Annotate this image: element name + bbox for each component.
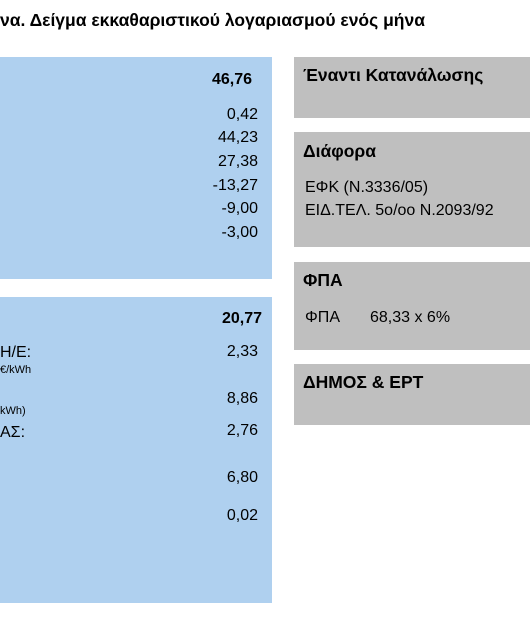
consumption-estimate-heading: Έναντι Κατανάλωσης xyxy=(303,65,484,85)
consumption-value-1: 0,42 xyxy=(226,106,258,123)
vat-heading: ΦΠΑ xyxy=(303,270,343,290)
consumption-estimate-panel: Έναντι Κατανάλωσης xyxy=(294,57,530,118)
miscellaneous-line-1: ΕΦΚ (Ν.3336/05) xyxy=(305,179,429,196)
consumption-value-6: -3,00 xyxy=(221,224,258,241)
page-title: να. Δείγμα εκκαθαριστικού λογαριασμού εν… xyxy=(0,10,425,30)
miscellaneous-line-2: ΕΙΔ.ΤΕΛ. 5ο/οο Ν.2093/92 xyxy=(305,202,494,219)
consumption-value-3: 27,38 xyxy=(217,153,258,170)
regulated-row-5-value: 0,02 xyxy=(226,507,258,524)
municipality-ert-heading: ΔΗΜΟΣ & ΕΡΤ xyxy=(303,372,424,392)
consumption-value-4: -13,27 xyxy=(212,177,258,194)
vat-panel: ΦΠΑ ΦΠΑ 68,33 x 6% xyxy=(294,262,530,350)
regulated-row-2-value: 8,86 xyxy=(226,390,258,407)
regulated-row-1-label: Η/Ε: xyxy=(0,344,32,361)
consumption-total: 46,76 xyxy=(211,71,252,88)
consumption-value-5: -9,00 xyxy=(221,200,258,217)
municipality-ert-panel: ΔΗΜΟΣ & ΕΡΤ xyxy=(294,364,530,425)
miscellaneous-heading: Διάφορα xyxy=(303,141,376,161)
regulated-total: 20,77 xyxy=(221,310,262,327)
regulated-row-2-sublabel: kWh) xyxy=(0,405,26,417)
consumption-charges-panel xyxy=(0,57,272,279)
vat-label: ΦΠΑ xyxy=(305,309,340,326)
consumption-value-2: 44,23 xyxy=(217,129,258,146)
miscellaneous-panel: Διάφορα ΕΦΚ (Ν.3336/05) ΕΙΔ.ΤΕΛ. 5ο/οο Ν… xyxy=(294,132,530,247)
regulated-row-3-value: 2,76 xyxy=(226,422,258,439)
vat-value: 68,33 x 6% xyxy=(370,309,451,326)
regulated-row-1-value: 2,33 xyxy=(226,343,258,360)
regulated-row-1-sublabel: €/kWh xyxy=(0,364,32,376)
regulated-row-3-label: ΑΣ: xyxy=(0,424,26,441)
regulated-row-4-value: 6,80 xyxy=(226,469,258,486)
regulated-charges-panel xyxy=(0,297,272,603)
